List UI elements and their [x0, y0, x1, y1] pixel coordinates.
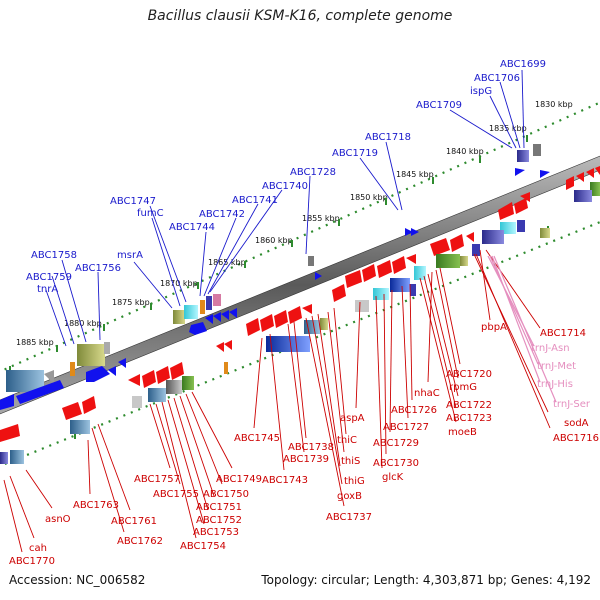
- gene-label-minus[interactable]: ABC1762: [117, 536, 163, 547]
- gene-label-minus[interactable]: ABC1739: [283, 454, 329, 465]
- gene-label-minus[interactable]: thiC: [337, 435, 357, 446]
- gene-label-minus[interactable]: ABC1754: [180, 541, 226, 552]
- gene-label-minus[interactable]: ABC1750: [203, 489, 249, 500]
- gene-label-plus[interactable]: msrA: [117, 250, 143, 261]
- trna-label[interactable]: trnJ-Ser: [553, 399, 591, 410]
- trna-leader-lines: [487, 255, 557, 403]
- gene-label-minus[interactable]: ABC1749: [216, 474, 262, 485]
- kbp-tick: 1840 kbp: [446, 147, 484, 156]
- gene-label-plus[interactable]: ABC1741: [232, 195, 278, 206]
- gene-label-plus[interactable]: ABC1740: [262, 181, 308, 192]
- length-text: Length: 4,303,871 bp;: [373, 573, 508, 587]
- kbp-tick: 1875 kbp: [112, 298, 150, 307]
- gene-label-minus[interactable]: ABC1723: [446, 413, 492, 424]
- gene-label-minus[interactable]: thiS: [341, 456, 360, 467]
- kbp-tick: 1880 kbp: [64, 319, 102, 328]
- gene-label-minus[interactable]: ABC1720: [446, 369, 492, 380]
- gene-label-minus[interactable]: moeB: [448, 427, 477, 438]
- gene-label-minus[interactable]: aspA: [340, 413, 365, 424]
- gene-label-minus[interactable]: ABC1726: [391, 405, 437, 416]
- trna-label[interactable]: trnJ-His: [537, 379, 573, 390]
- gene-label-minus[interactable]: ABC1729: [373, 438, 419, 449]
- minus-strand-features: [0, 166, 600, 464]
- topology-text: Topology: circular;: [261, 573, 370, 587]
- genome-summary: Topology: circular; Length: 4,303,871 bp…: [261, 573, 591, 587]
- gene-label-plus[interactable]: fumC: [137, 208, 164, 219]
- gene-label-plus[interactable]: ABC1742: [199, 209, 245, 220]
- gene-label-minus[interactable]: goxB: [337, 491, 362, 502]
- gene-label-minus[interactable]: thiG: [344, 476, 365, 487]
- gene-label-minus[interactable]: ABC1737: [326, 512, 372, 523]
- kbp-tick: 1835 kbp: [489, 124, 527, 133]
- accession-label: Accession: NC_006582: [9, 573, 146, 587]
- genes-count-text: Genes: 4,192: [510, 573, 591, 587]
- gene-label-minus[interactable]: ABC1763: [73, 500, 119, 511]
- gene-label-minus[interactable]: ABC1753: [193, 527, 239, 538]
- gene-label-minus[interactable]: asnO: [45, 514, 71, 525]
- gene-label-minus[interactable]: ABC1714: [540, 328, 586, 339]
- plus-strand-features: [0, 144, 550, 410]
- gene-label-minus[interactable]: ABC1751: [196, 502, 242, 513]
- gene-label-plus[interactable]: ABC1709: [416, 100, 462, 111]
- gene-label-plus[interactable]: tnrA: [37, 284, 58, 295]
- kbp-tick: 1885 kbp: [16, 338, 54, 347]
- kbp-tick: 1865 kbp: [208, 258, 246, 267]
- plus-leader-lines: [45, 69, 525, 347]
- gene-label-minus[interactable]: rpmG: [449, 382, 477, 393]
- gene-label-plus[interactable]: ispG: [470, 86, 492, 97]
- gene-label-plus[interactable]: ABC1759: [26, 272, 72, 283]
- gene-label-plus[interactable]: ABC1719: [332, 148, 378, 159]
- kbp-tick: 1855 kbp: [302, 214, 340, 223]
- gene-label-minus[interactable]: ABC1752: [196, 515, 242, 526]
- kbp-tick: 1860 kbp: [255, 236, 293, 245]
- gene-label-plus[interactable]: ABC1747: [110, 196, 156, 207]
- gene-label-plus[interactable]: ABC1756: [75, 263, 121, 274]
- gene-label-minus[interactable]: ABC1745: [234, 433, 280, 444]
- gene-label-plus[interactable]: ABC1699: [500, 59, 546, 70]
- trna-label[interactable]: trnJ-Met: [537, 361, 576, 372]
- gene-label-plus[interactable]: ABC1758: [31, 250, 77, 261]
- gene-label-plus[interactable]: ABC1718: [365, 132, 411, 143]
- gene-label-minus[interactable]: sodA: [564, 418, 589, 429]
- gene-label-minus[interactable]: nhaC: [414, 388, 440, 399]
- gene-label-minus[interactable]: cah: [29, 543, 47, 554]
- gene-label-minus[interactable]: ABC1743: [262, 475, 308, 486]
- gene-label-minus[interactable]: ABC1716: [553, 433, 599, 444]
- outer-dotted-scale: [0, 101, 600, 373]
- gene-label-minus[interactable]: pbpA: [481, 322, 507, 333]
- kbp-tick: 1845 kbp: [396, 170, 434, 179]
- gene-label-minus[interactable]: ABC1738: [288, 442, 334, 453]
- kbp-tick: 1850 kbp: [350, 193, 388, 202]
- gene-label-minus[interactable]: ABC1761: [111, 516, 157, 527]
- kbp-tick: 1830 kbp: [535, 100, 573, 109]
- map-title: Bacillus clausii KSM-K16, complete genom…: [147, 8, 453, 24]
- gene-label-plus[interactable]: ABC1706: [474, 73, 520, 84]
- trna-label[interactable]: trnJ-Asn: [531, 343, 570, 354]
- gene-label-plus[interactable]: ABC1728: [290, 167, 336, 178]
- gene-label-minus[interactable]: ABC1755: [153, 489, 199, 500]
- gene-label-minus[interactable]: ABC1722: [446, 400, 492, 411]
- gene-label-plus[interactable]: ABC1744: [169, 222, 215, 233]
- gene-label-minus[interactable]: glcK: [382, 472, 404, 483]
- gene-label-minus[interactable]: ABC1770: [9, 556, 55, 567]
- gene-label-minus[interactable]: ABC1757: [134, 474, 180, 485]
- gene-label-minus[interactable]: ABC1730: [373, 458, 419, 469]
- gene-label-minus[interactable]: ABC1727: [383, 422, 429, 433]
